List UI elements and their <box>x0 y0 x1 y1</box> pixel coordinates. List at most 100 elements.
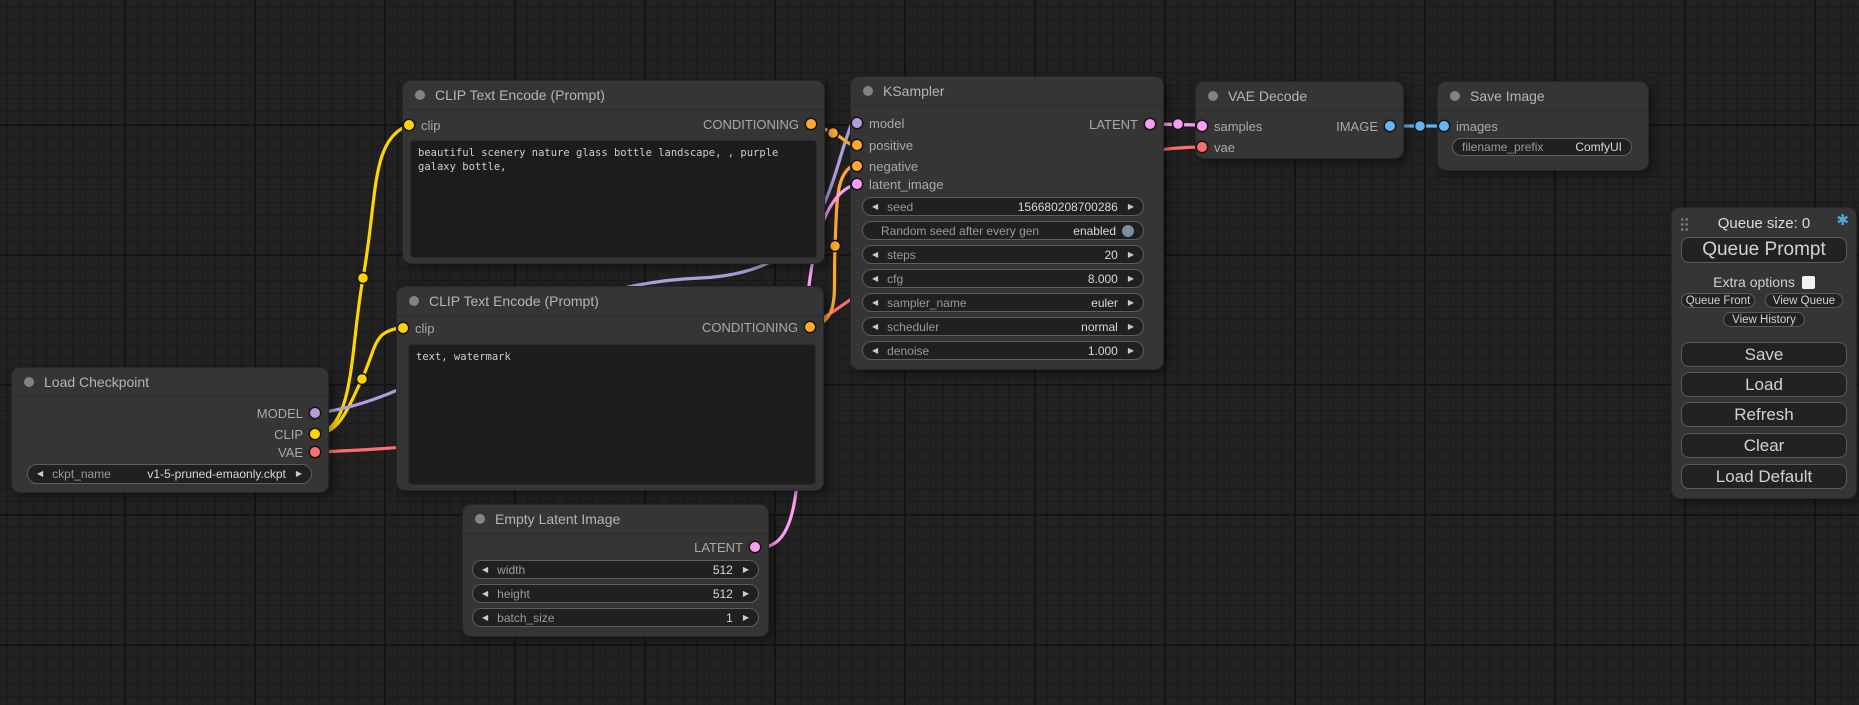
widget-right-arrow-icon[interactable]: ▶ <box>1127 273 1134 283</box>
latent-image-input-port[interactable]: latent_image <box>852 177 943 192</box>
vae-input-port[interactable]: vae <box>1197 140 1235 155</box>
node-title-bar[interactable]: CLIP Text Encode (Prompt) <box>397 287 823 316</box>
extra-options-label: Extra options <box>1713 274 1795 290</box>
width-widget[interactable]: ◀ width 512 ▶ <box>472 560 759 579</box>
node-load-checkpoint[interactable]: Load Checkpoint MODEL CLIP VAE ◀ ckpt_na… <box>12 368 328 492</box>
random-seed-toggle-widget[interactable]: Random seed after every gen enabled <box>862 221 1144 240</box>
node-title-bar[interactable]: Empty Latent Image <box>463 505 768 534</box>
conditioning-port-dot[interactable] <box>852 140 862 150</box>
node-title-bar[interactable]: KSampler <box>851 77 1163 106</box>
queue-front-button[interactable]: Queue Front <box>1681 293 1755 308</box>
clear-button[interactable]: Clear <box>1681 433 1847 458</box>
widget-right-arrow-icon[interactable]: ▶ <box>1127 321 1134 331</box>
node-title: CLIP Text Encode (Prompt) <box>435 87 605 103</box>
latent-port-dot[interactable] <box>1197 121 1207 131</box>
negative-input-port[interactable]: negative <box>852 159 918 174</box>
latent-port-dot[interactable] <box>852 179 862 189</box>
model-output-port[interactable]: MODEL <box>257 406 320 421</box>
vae-port-dot[interactable] <box>310 447 320 457</box>
conditioning-port-dot[interactable] <box>852 161 862 171</box>
node-save-image[interactable]: Save Image images filename_prefix ComfyU… <box>1438 82 1648 170</box>
image-port-dot[interactable] <box>1385 121 1395 131</box>
latent-output-port[interactable]: LATENT <box>694 540 760 555</box>
sampler-name-widget[interactable]: ◀ sampler_name euler ▶ <box>862 293 1144 312</box>
widget-left-arrow-icon[interactable]: ◀ <box>872 273 879 283</box>
conditioning-output-port[interactable]: CONDITIONING <box>702 320 815 335</box>
conditioning-output-port[interactable]: CONDITIONING <box>703 117 816 132</box>
node-vae-decode[interactable]: VAE Decode samples vae IMAGE <box>1196 82 1403 158</box>
widget-left-arrow-icon[interactable]: ◀ <box>872 297 879 307</box>
node-status-dot <box>863 86 873 96</box>
node-title-bar[interactable]: Save Image <box>1438 82 1648 111</box>
images-input-port[interactable]: images <box>1439 119 1498 134</box>
refresh-button[interactable]: Refresh <box>1681 402 1847 427</box>
vae-port-dot[interactable] <box>1197 142 1207 152</box>
widget-left-arrow-icon[interactable]: ◀ <box>872 321 879 331</box>
widget-right-arrow-icon[interactable]: ▶ <box>1127 201 1134 211</box>
node-empty-latent-image[interactable]: Empty Latent Image LATENT ◀ width 512 ▶ … <box>463 505 768 636</box>
widget-right-arrow-icon[interactable]: ▶ <box>1127 249 1134 259</box>
node-clip-text-encode-negative[interactable]: CLIP Text Encode (Prompt) clip CONDITION… <box>397 287 823 490</box>
vae-output-port[interactable]: VAE <box>278 445 320 460</box>
image-port-dot[interactable] <box>1439 121 1449 131</box>
widget-right-arrow-icon[interactable]: ▶ <box>1127 345 1134 355</box>
model-port-dot[interactable] <box>310 408 320 418</box>
steps-widget[interactable]: ◀ steps 20 ▶ <box>862 245 1144 264</box>
view-history-button[interactable]: View History <box>1723 312 1805 327</box>
save-button[interactable]: Save <box>1681 342 1847 367</box>
gear-icon[interactable]: ✱ <box>1836 212 1849 229</box>
widget-right-arrow-icon[interactable]: ▶ <box>742 588 749 598</box>
widget-left-arrow-icon[interactable]: ◀ <box>872 249 879 259</box>
denoise-widget[interactable]: ◀ denoise 1.000 ▶ <box>862 341 1144 360</box>
node-title-bar[interactable]: Load Checkpoint <box>12 368 328 397</box>
widget-left-arrow-icon[interactable]: ◀ <box>872 201 879 211</box>
widget-left-arrow-icon[interactable]: ◀ <box>482 612 489 622</box>
clip-input-port[interactable]: clip <box>398 321 435 336</box>
node-clip-text-encode-positive[interactable]: CLIP Text Encode (Prompt) clip CONDITION… <box>403 81 824 263</box>
clip-output-port[interactable]: CLIP <box>274 427 320 442</box>
positive-input-port[interactable]: positive <box>852 138 913 153</box>
height-widget[interactable]: ◀ height 512 ▶ <box>472 584 759 603</box>
node-status-dot <box>409 296 419 306</box>
latent-port-dot[interactable] <box>1145 119 1155 129</box>
model-input-port[interactable]: model <box>852 116 904 131</box>
prompt-textarea[interactable]: beautiful scenery nature glass bottle la… <box>411 141 816 257</box>
conditioning-port-dot[interactable] <box>805 322 815 332</box>
seed-widget[interactable]: ◀ seed 156680208700286 ▶ <box>862 197 1144 216</box>
latent-output-port[interactable]: LATENT <box>1089 117 1155 132</box>
clip-port-dot[interactable] <box>310 429 320 439</box>
load-button[interactable]: Load <box>1681 372 1847 397</box>
widget-right-arrow-icon[interactable]: ▶ <box>742 564 749 574</box>
widget-right-arrow-icon[interactable]: ▶ <box>1127 297 1134 307</box>
ckpt-name-widget[interactable]: ◀ ckpt_name v1-5-pruned-emaonly.ckpt ▶ <box>27 464 312 484</box>
node-title-bar[interactable]: VAE Decode <box>1196 82 1403 111</box>
samples-input-port[interactable]: samples <box>1197 119 1262 134</box>
filename-prefix-widget[interactable]: filename_prefix ComfyUI <box>1452 138 1632 156</box>
clip-input-port[interactable]: clip <box>404 118 441 133</box>
view-queue-button[interactable]: View Queue <box>1765 293 1843 308</box>
clip-port-dot[interactable] <box>398 323 408 333</box>
queue-size-label: Queue size: 0 <box>1717 215 1811 232</box>
latent-port-dot[interactable] <box>750 542 760 552</box>
widget-right-arrow-icon[interactable]: ▶ <box>295 469 302 478</box>
widget-left-arrow-icon[interactable]: ◀ <box>872 345 879 355</box>
extra-options-checkbox[interactable] <box>1801 275 1815 289</box>
batch-size-widget[interactable]: ◀ batch_size 1 ▶ <box>472 608 759 627</box>
node-title-bar[interactable]: CLIP Text Encode (Prompt) <box>403 81 824 110</box>
load-default-button[interactable]: Load Default <box>1681 464 1847 489</box>
cfg-widget[interactable]: ◀ cfg 8.000 ▶ <box>862 269 1144 288</box>
prompt-textarea[interactable]: text, watermark <box>409 345 815 484</box>
widget-right-arrow-icon[interactable]: ▶ <box>742 612 749 622</box>
node-ksampler[interactable]: KSampler model positive negative latent_… <box>851 77 1163 369</box>
clip-port-dot[interactable] <box>404 120 414 130</box>
image-output-port[interactable]: IMAGE <box>1336 119 1395 134</box>
conditioning-port-dot[interactable] <box>806 119 816 129</box>
model-port-dot[interactable] <box>852 118 862 128</box>
widget-left-arrow-icon[interactable]: ◀ <box>37 469 44 478</box>
toggle-dot[interactable] <box>1122 224 1134 237</box>
widget-left-arrow-icon[interactable]: ◀ <box>482 588 489 598</box>
queue-prompt-button[interactable]: Queue Prompt <box>1681 237 1847 263</box>
scheduler-widget[interactable]: ◀ scheduler normal ▶ <box>862 317 1144 336</box>
widget-left-arrow-icon[interactable]: ◀ <box>482 564 489 574</box>
drag-handle[interactable] <box>1680 217 1689 232</box>
